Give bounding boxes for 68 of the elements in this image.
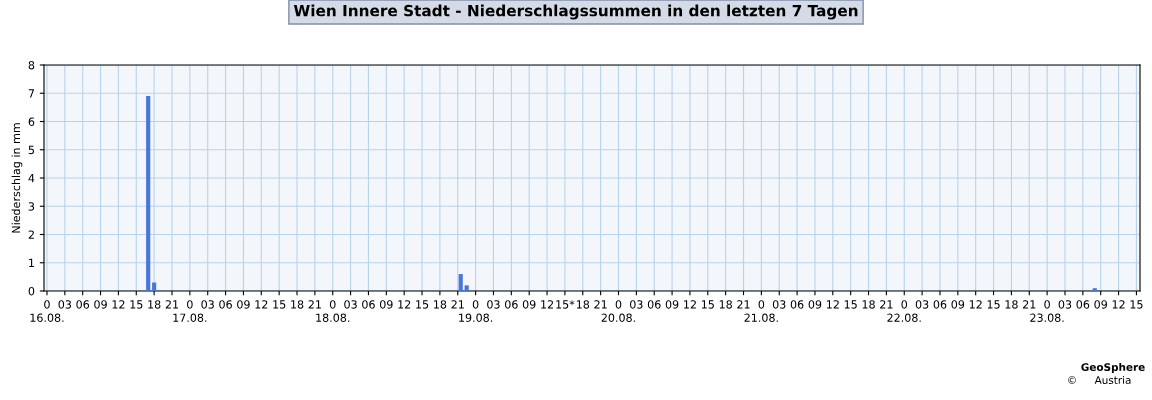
y-tick-label: 8 xyxy=(28,60,35,70)
x-tick-label: 06 xyxy=(933,300,947,309)
y-tick-label: 0 xyxy=(28,286,35,296)
text: Austria xyxy=(1094,375,1131,385)
x-tick-label: 18 xyxy=(862,300,875,309)
x-tick-label: 21 xyxy=(1023,300,1036,309)
y-tick-label: 7 xyxy=(28,89,35,98)
x-tick-label: 18 xyxy=(148,300,161,309)
x-tick-label: 03 xyxy=(487,300,500,309)
chart-title: Wien Innere Stadt - Niederschlagssummen in den letzten 7 Tagen xyxy=(293,4,858,20)
y-tick-label: 6 xyxy=(28,117,35,126)
x-tick-label: 21 xyxy=(880,300,893,309)
x-tick-label: 18 xyxy=(291,300,304,309)
x-tick-label: 18 xyxy=(576,300,590,309)
text: GeoSphere xyxy=(1081,362,1145,374)
x-tick-label: 06 xyxy=(219,300,232,309)
x-tick-label: 15 xyxy=(1130,300,1143,309)
x-tick-label: 12 xyxy=(541,300,554,309)
y-axis-title: Niederschlag in mm xyxy=(11,123,23,233)
x-tick-label: 06 xyxy=(76,300,90,309)
y-tick-label: 2 xyxy=(28,230,34,239)
x-tick-label: 12 xyxy=(826,300,839,309)
x-tick-label: 06 xyxy=(505,300,518,309)
x-tick-label: 12 xyxy=(684,300,696,309)
x-tick-label: 09 xyxy=(522,300,536,309)
text: © xyxy=(1068,376,1076,384)
x-tick-label: 12 xyxy=(1112,300,1125,309)
x-tick-label: 03 xyxy=(915,300,929,309)
x-tick-label: 18 xyxy=(1005,300,1018,309)
x-tick-label: 06 xyxy=(1076,300,1090,309)
x-tick-label: 09 xyxy=(237,300,250,309)
x-tick-label: 12 xyxy=(969,300,982,309)
x-tick-label: 03 xyxy=(58,300,72,309)
x-tick-label: 12 xyxy=(112,300,125,309)
x-tick-label: 18 xyxy=(719,300,732,309)
x-tick-label: 21 xyxy=(594,300,607,309)
x-tick-label: 09 xyxy=(665,300,679,309)
x-tick-label: 15 xyxy=(987,300,1000,309)
x-tick-label: 09 xyxy=(94,300,107,309)
x-tick-label: 15* xyxy=(556,300,575,309)
x-tick-label: 15 xyxy=(130,300,143,309)
x-tick-label: 21 xyxy=(308,300,321,309)
y-tick-label: 3 xyxy=(28,202,35,211)
x-tick-label: 18 xyxy=(434,300,447,309)
x-tick-label: 15 xyxy=(416,300,429,309)
x-tick-label: 09 xyxy=(951,300,965,309)
x-tick-label: 09 xyxy=(1094,300,1107,309)
x-tick-label: 12 xyxy=(398,300,411,309)
x-tick-label: 06 xyxy=(362,300,375,309)
x-tick-label: 03 xyxy=(201,300,214,309)
y-tick-label: 4 xyxy=(28,174,35,183)
x-tick-label: 15 xyxy=(844,300,857,309)
y-tick-label: 1 xyxy=(29,258,34,267)
x-tick-label: 15 xyxy=(701,300,714,309)
x-tick-label: 21 xyxy=(737,300,750,309)
x-tick-label: 21 xyxy=(451,300,464,309)
x-tick-label: 06 xyxy=(647,300,661,309)
y-tick-label: 5 xyxy=(28,145,34,155)
x-tick-label: 03 xyxy=(344,300,357,309)
x-tick-label: 15 xyxy=(273,300,286,309)
x-tick-label: 21 xyxy=(165,300,179,309)
x-tick-label: 09 xyxy=(808,300,822,309)
x-tick-label: 06 xyxy=(790,300,804,309)
x-tick-label: 12 xyxy=(255,300,268,309)
x-tick-label: 09 xyxy=(379,300,393,309)
x-tick-label: 03 xyxy=(1058,300,1072,309)
x-tick-label: 03 xyxy=(772,300,786,309)
x-tick-label: 03 xyxy=(630,300,643,309)
